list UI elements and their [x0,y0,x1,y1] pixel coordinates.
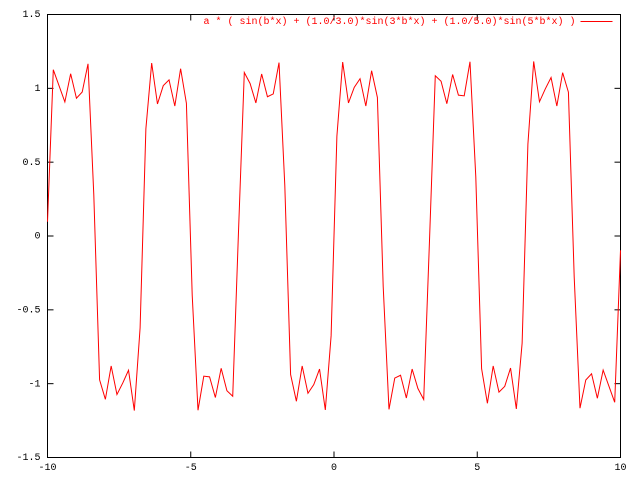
y-tick-label: -1 [28,379,40,390]
y-tick-label: 0 [34,232,40,243]
y-tick-label: 1.5 [22,10,40,21]
y-tick-label: -0.5 [16,305,40,316]
y-tick-label: -1.5 [16,453,40,464]
legend-label: a * ( sin(b*x) + (1.0/3.0)*sin(3*b*x) + … [203,16,575,28]
x-tick-label: 10 [614,463,626,474]
x-tick-label: -5 [185,463,197,474]
line-series [47,61,621,411]
y-tick-label: 1 [34,84,40,95]
x-tick-label: 5 [474,463,480,474]
x-tick-label: 0 [331,463,337,474]
x-tick-label: -10 [38,463,56,474]
y-tick-label: 0.5 [22,158,40,169]
